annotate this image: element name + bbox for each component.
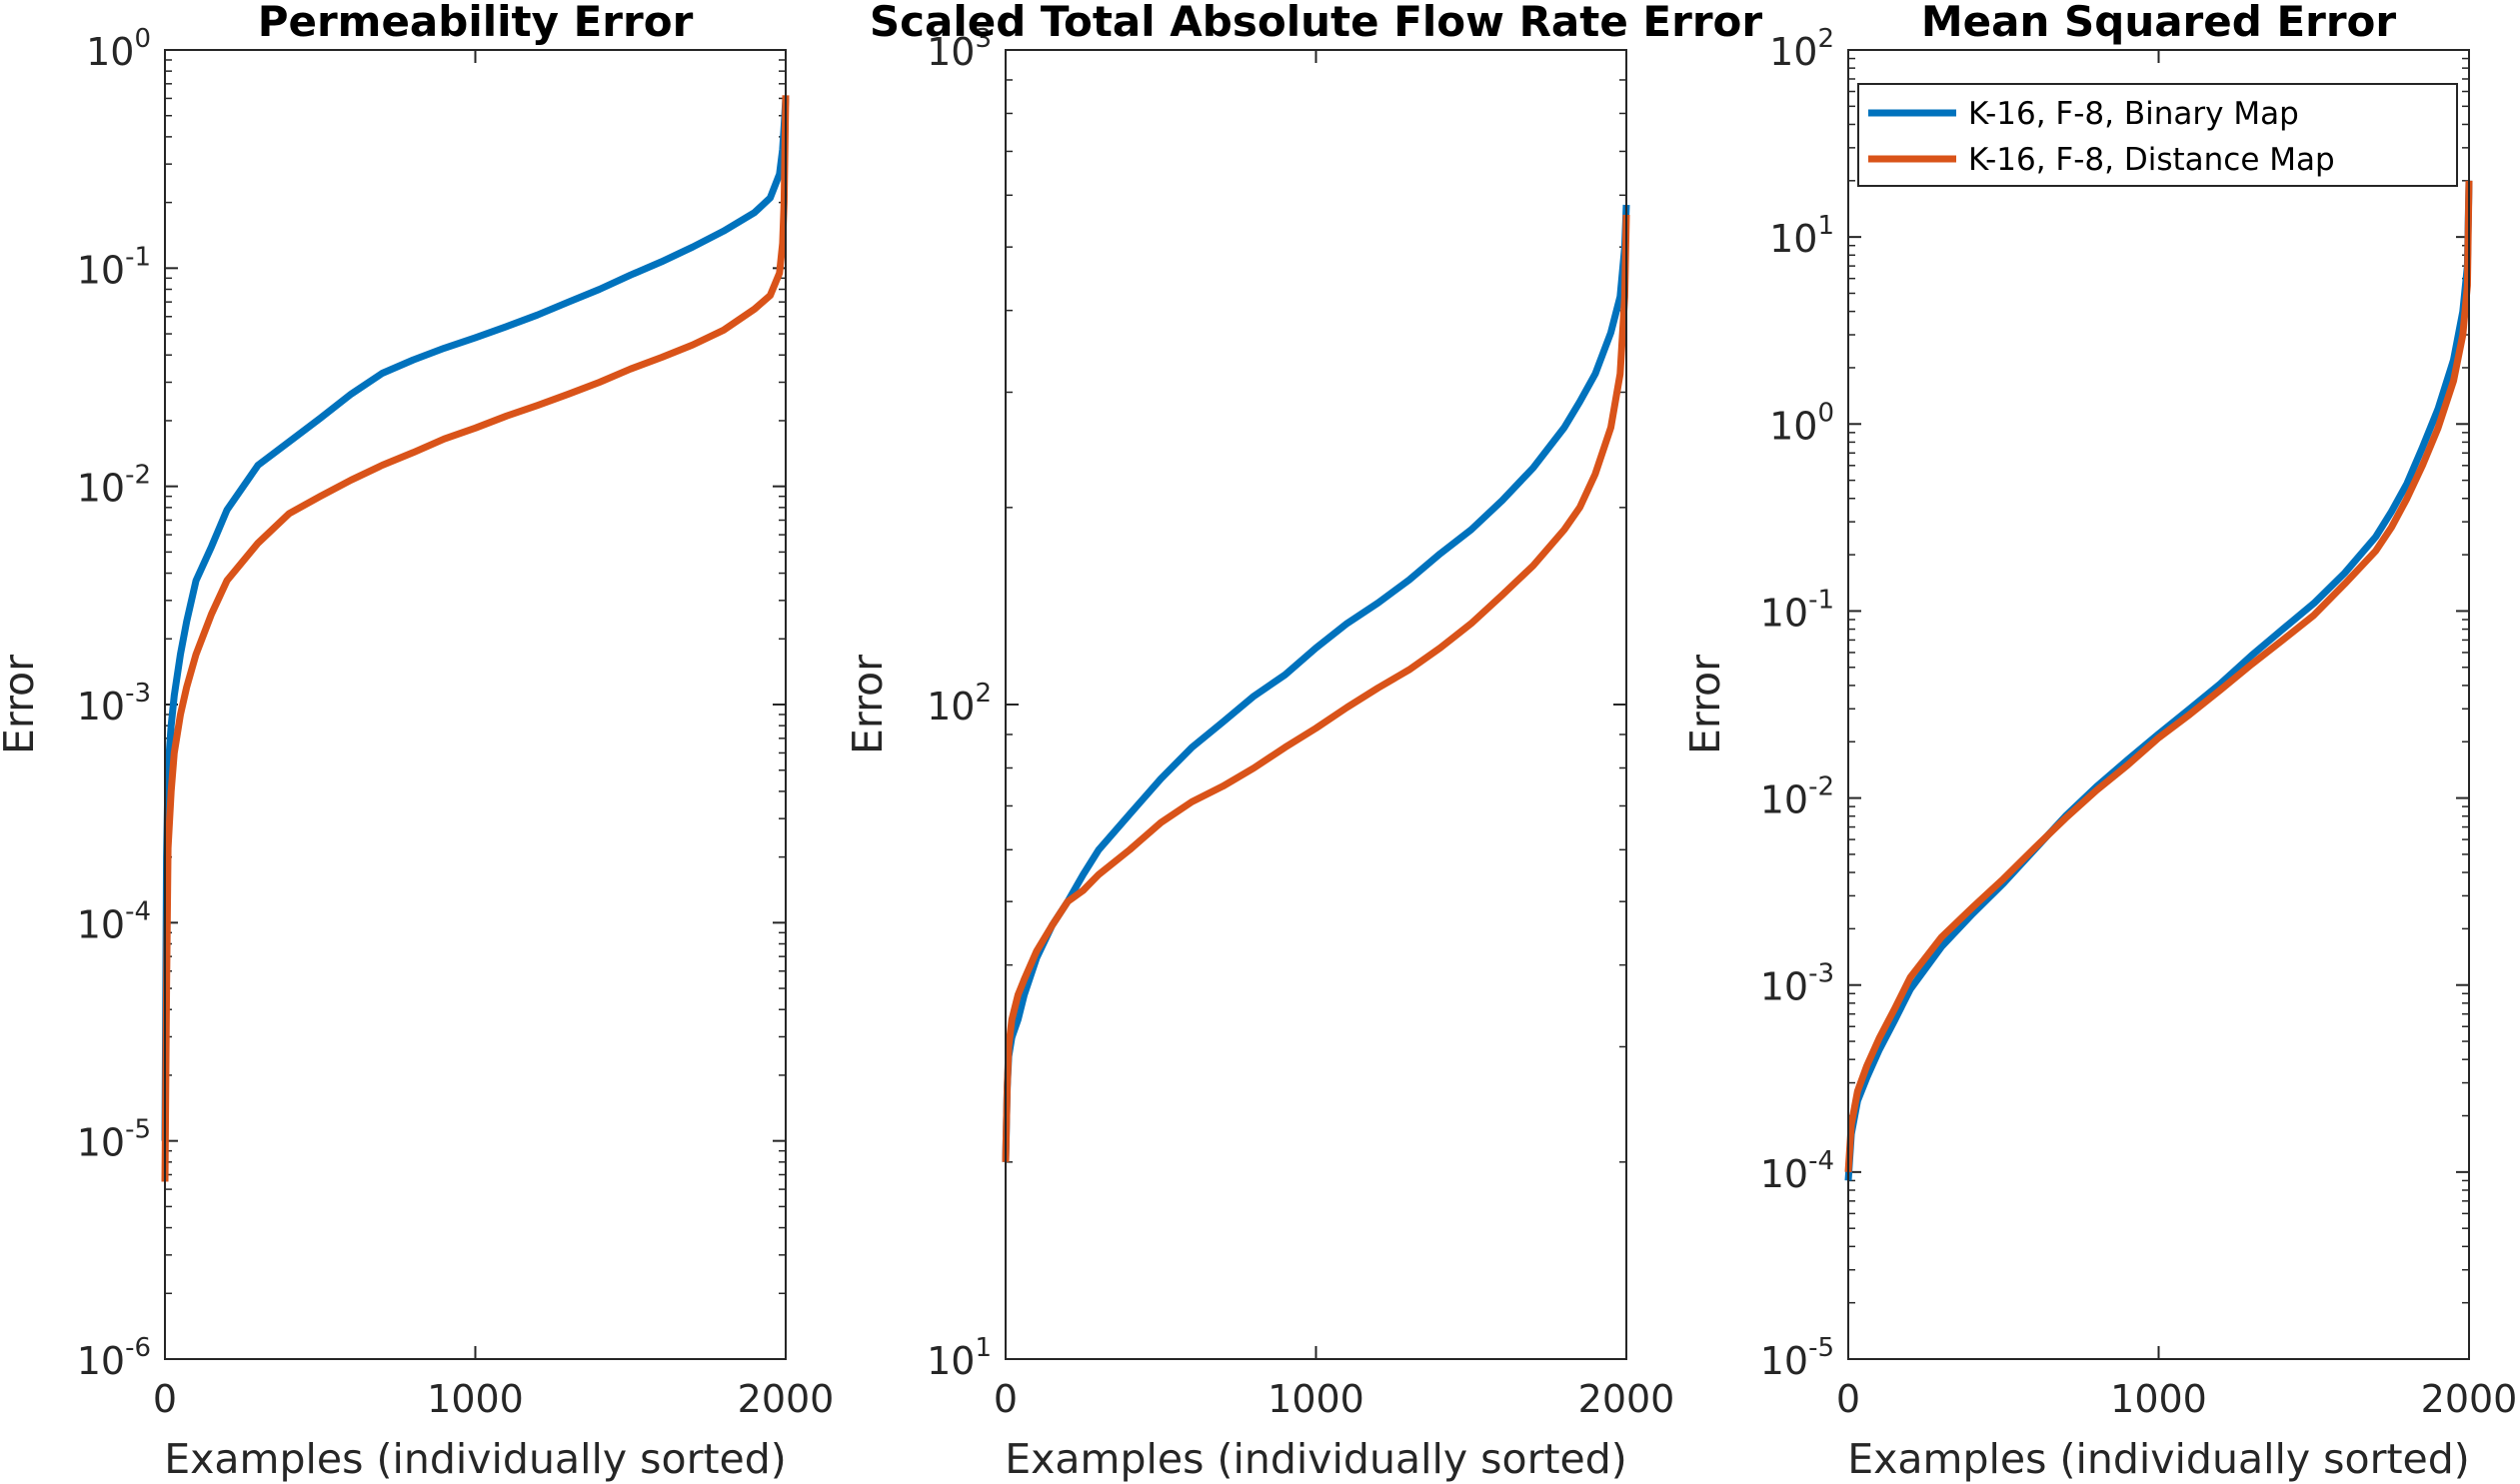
series-line-2 [1002, 214, 1630, 1162]
y-tick-label: 10-4 [1760, 1146, 1834, 1196]
legend-label-2: K-16, F-8, Distance Map [1968, 142, 2335, 178]
chart-title: Permeability Error [258, 0, 694, 46]
plot-area-frame [1847, 49, 2470, 1360]
x-tick-label: 0 [153, 1377, 177, 1421]
y-tick-label: 100 [1769, 398, 1834, 448]
legend-label-1: K-16, F-8, Binary Map [1968, 96, 2299, 132]
y-tick-label: 102 [1769, 24, 1834, 74]
y-axis-label: Error [844, 655, 892, 754]
series-line-2 [161, 95, 790, 1182]
y-axis-label: Error [0, 655, 43, 754]
y-tick-label: 10-5 [1760, 1333, 1834, 1383]
y-tick-label: 10-3 [77, 679, 151, 729]
x-tick-label: 0 [1836, 1377, 1860, 1421]
x-tick-label: 2000 [1578, 1377, 1675, 1421]
x-axis-label: Examples (individually sorted) [1005, 1435, 1627, 1483]
x-axis-label: Examples (individually sorted) [1847, 1435, 2470, 1483]
legend-box [1857, 83, 2458, 187]
legend: K-16, F-8, Binary Map K-16, F-8, Distance… [1857, 83, 2458, 187]
x-tick-label: 1000 [427, 1377, 524, 1421]
plot-area-frame [164, 49, 787, 1360]
y-axis-label: Error [1681, 655, 1729, 754]
y-tick-label: 10-4 [77, 896, 151, 946]
x-tick-label: 2000 [2421, 1377, 2518, 1421]
series-line-1 [1002, 204, 1630, 1162]
y-tick-label: 10-2 [1760, 772, 1834, 822]
y-tick-label: 10-2 [77, 461, 151, 511]
y-tick-label: 10-1 [77, 242, 151, 292]
series-line-1 [161, 98, 790, 1141]
y-tick-label: 101 [1769, 211, 1834, 261]
x-tick-label: 1000 [2110, 1377, 2207, 1421]
chart-panel-3: 10-5 10-4 10-3 10-2 10-1 100 101 102 0 1000 2000 Me… [1681, 0, 2517, 1483]
x-tick-label: 2000 [738, 1377, 835, 1421]
plot-area-frame [1005, 49, 1627, 1360]
chart-title: Scaled Total Absolute Flow Rate Error [870, 0, 1763, 46]
y-tick-label: 10-6 [77, 1333, 151, 1383]
y-tick-label: 10-5 [77, 1115, 151, 1165]
y-tick-label: 10-1 [1760, 585, 1834, 635]
y-tick-label: 10-3 [1760, 959, 1834, 1009]
y-tick-label: 103 [927, 24, 992, 74]
chart-title: Mean Squared Error [1921, 0, 2397, 46]
x-tick-label: 1000 [1267, 1377, 1364, 1421]
y-tick-label: 102 [927, 679, 992, 729]
series-line-2 [1844, 180, 2473, 1173]
y-tick-label: 100 [86, 24, 151, 74]
x-tick-label: 0 [994, 1377, 1018, 1421]
y-tick-label: 101 [927, 1333, 992, 1383]
series-line-1 [1844, 180, 2473, 1181]
x-axis-label: Examples (individually sorted) [164, 1435, 787, 1483]
chart-panel-2: 101 102 103 0 1000 2000 Scaled Total Absolute … [844, 0, 1762, 1483]
